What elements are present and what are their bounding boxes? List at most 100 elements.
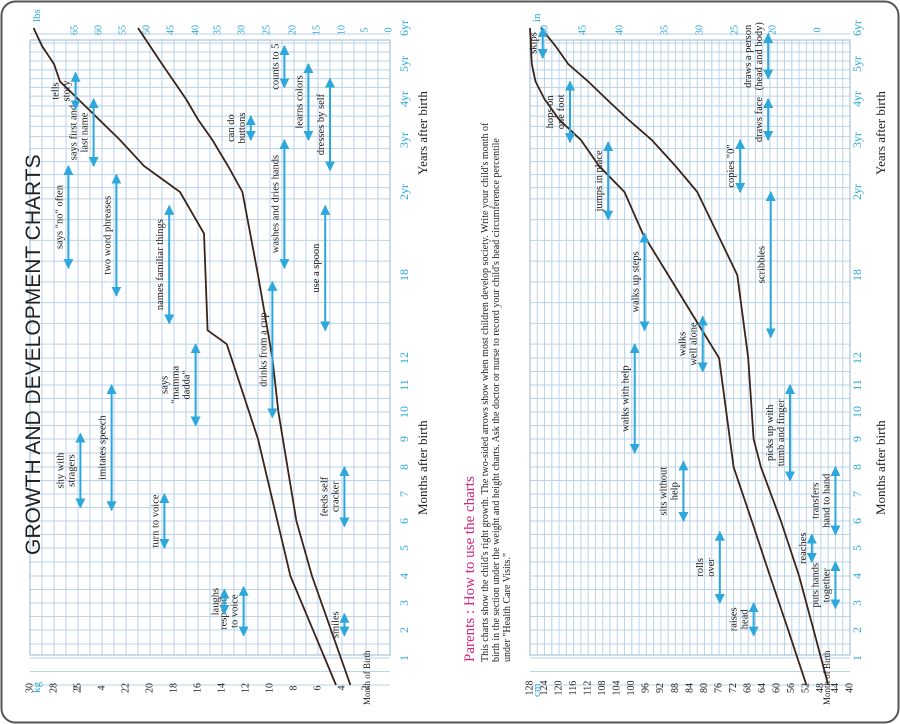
month-tick-label: 5: [397, 545, 411, 551]
milestone-label: laughs: [210, 588, 221, 615]
milestone-label: walks with help: [621, 365, 632, 432]
milestone-label: learns colors: [294, 75, 305, 128]
milestone: drinks from a cup: [258, 280, 278, 419]
milestone-label: help: [669, 482, 680, 500]
milestone: turn to voice: [150, 493, 170, 549]
kg-ticks-label: 4: [336, 686, 347, 691]
cm-ticks-label: 80: [699, 683, 710, 693]
growth-curve-1: [540, 27, 830, 686]
height-in-unit: in: [531, 13, 543, 22]
milestone-label: transfers: [810, 483, 821, 519]
milestone: use a spoon: [311, 204, 331, 332]
cm-ticks-label: 92: [655, 683, 666, 693]
cm-ticks-label: 112: [582, 681, 593, 696]
cm-ticks-label: 84: [684, 683, 695, 693]
milestone: smiles: [330, 611, 350, 638]
weight-month-of-birth-label: Month of Birth: [362, 650, 372, 705]
cm-ticks-label: 52: [801, 683, 812, 693]
month-tick-label: 7: [397, 491, 411, 497]
cm-ticks-label: 96: [641, 683, 652, 693]
in-ticks-label: 35: [659, 25, 670, 35]
milestone: shy with stragers: [55, 432, 86, 509]
weight-years-axis-title: Years after birth: [415, 91, 430, 175]
milestone: two word phreases: [102, 173, 122, 297]
year-tick-label: 3yr: [397, 132, 411, 148]
milestone-label: hand to hand: [821, 473, 832, 528]
month-tick-label: 10: [397, 406, 411, 418]
parents-text-line-3: under "Health Care Visits.": [502, 553, 513, 662]
cm-ticks-label: 108: [597, 681, 608, 696]
milestone-label: says: [160, 376, 171, 394]
milestone-label: copies "0": [726, 144, 737, 187]
cm-ticks-label: 44: [830, 683, 841, 693]
year-tick-label: 4yr: [397, 91, 411, 107]
milestone-label: smiles: [330, 611, 341, 638]
month-tick-label: 5: [850, 545, 864, 551]
milestone-label: stragers: [66, 454, 77, 487]
year-tick-label: 2yr: [850, 184, 864, 200]
milestone: walks with help: [621, 343, 640, 454]
month-tick-label: 4: [397, 573, 411, 579]
cm-ticks-label: 64: [757, 683, 768, 693]
weight-curves: [32, 27, 352, 686]
milestone: transfers hand to hand: [810, 466, 841, 536]
kg-ticks-label: 12: [240, 683, 251, 693]
kg-ticks-label: 22: [120, 683, 131, 693]
milestone: skips: [529, 27, 548, 59]
milestone: washes and dries hands: [270, 139, 290, 270]
lbs-ticks-label: 5: [359, 28, 370, 33]
weight-kg-unit: kg: [31, 682, 43, 694]
height-plot-frame: [529, 39, 851, 656]
milestone: rolls over: [695, 530, 725, 604]
in-ticks-label: 30: [694, 25, 705, 35]
milestone-label: buttons: [237, 113, 248, 144]
milestone-label: two word phreases: [102, 196, 113, 275]
cm-ticks-label: 76: [713, 683, 724, 693]
milestone: imitates speech: [98, 384, 117, 512]
milestone: tells story: [51, 71, 81, 111]
milestone: laughs: [210, 588, 230, 615]
milestone-label: imitates speech: [98, 415, 109, 480]
year-tick-label: 4yr: [850, 91, 864, 107]
milestone: walks up steps: [631, 232, 650, 332]
milestone-label: counts to 5: [270, 44, 281, 90]
milestone-label: can do: [226, 114, 237, 142]
milestone: says first and last name: [69, 98, 99, 167]
milestone-label: hops on: [545, 95, 556, 129]
cm-ticks-label: 128: [524, 681, 535, 696]
milestone-label: picks up with: [765, 404, 776, 461]
cm-ticks-label: 48: [815, 683, 826, 693]
milestone: says "no" often: [54, 165, 74, 270]
in-ticks-label: 45: [577, 25, 588, 35]
month-tick-label: 1: [397, 655, 411, 661]
month-tick-label: 4: [850, 573, 864, 579]
month-tick-label: 18: [397, 269, 411, 281]
milestone-label: draws a person: [743, 24, 754, 88]
kg-ticks-label: 20: [144, 683, 155, 693]
milestone-label: (head and body): [754, 22, 765, 91]
month-tick-label: 11: [397, 379, 411, 391]
kg-ticks-label: 14: [216, 683, 227, 693]
parents-heading: Parents : How to use the charts: [462, 476, 478, 662]
milestone-label: names familiar things: [155, 219, 166, 310]
milestone-label: "mamma: [171, 365, 182, 403]
lbs-ticks-label: 65: [69, 25, 80, 35]
kg-ticks-label: 25: [72, 683, 83, 693]
year-tick-label: 3yr: [850, 132, 864, 148]
milestone-label: head: [740, 609, 751, 630]
milestone: reaches: [798, 533, 817, 564]
milestone-label: washes and dries hands: [270, 155, 281, 253]
cm-ticks-label: 72: [728, 683, 739, 693]
cm-ticks-label: 120: [553, 681, 564, 696]
milestone-label: feeds self: [319, 476, 330, 516]
kg-ticks-label: 16: [192, 683, 203, 693]
growth-charts-title: GROWTH AND DEVELOPMENT CHARTS: [22, 154, 45, 555]
month-tick-label: 8: [397, 464, 411, 470]
height-grid: [529, 33, 851, 686]
milestone: hops on one foot: [545, 80, 575, 144]
milestone: can do buttons: [226, 113, 256, 144]
month-tick-label: 8: [850, 464, 864, 470]
